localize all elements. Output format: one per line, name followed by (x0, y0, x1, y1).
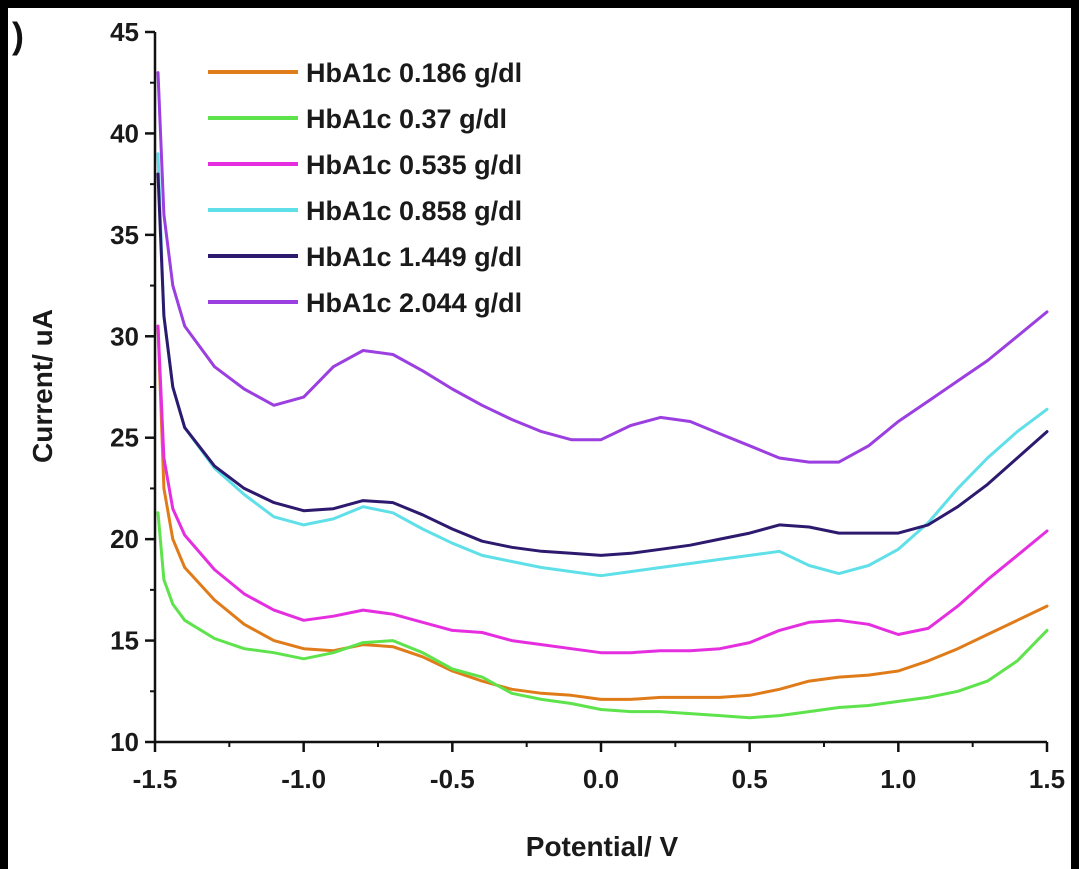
series-layer (156, 71, 1049, 720)
series-line (156, 152, 1049, 578)
y-tick-label: 25 (110, 423, 139, 453)
y-tick-label: 15 (110, 626, 139, 656)
y-tick-label: 45 (110, 17, 139, 47)
series-line (156, 511, 1049, 720)
y-tick-label: 20 (110, 524, 139, 554)
series-line (156, 324, 1049, 701)
legend-label: HbA1c 0.37 g/dl (306, 104, 507, 134)
y-tick-label: 30 (110, 321, 139, 351)
panel-label: ) (12, 15, 24, 56)
x-tick-label: 0.5 (732, 764, 768, 794)
legend-label: HbA1c 0.186 g/dl (306, 58, 522, 88)
series-line (156, 324, 1049, 655)
legend: HbA1c 0.186 g/dl HbA1c 0.37 g/dl HbA1c 0.5… (208, 58, 522, 318)
legend-label: HbA1c 1.449 g/dl (306, 242, 522, 272)
line-chart: ) -1.5 -1.0 -0.5 0.0 0.5 1.0 1.5 10 15 20 25 30 35 40… (12, 15, 1065, 862)
x-tick-label: -1.5 (133, 764, 178, 794)
x-tick-label: -0.5 (430, 764, 475, 794)
axes: -1.5 -1.0 -0.5 0.0 0.5 1.0 1.5 10 15 20 25 30 35 40 45 (110, 17, 1065, 794)
chart-panel: ) -1.5 -1.0 -0.5 0.0 0.5 1.0 1.5 10 15 20 25 30 35 40… (8, 8, 1071, 869)
y-tick-label: 35 (110, 220, 139, 250)
legend-label: HbA1c 2.044 g/dl (306, 288, 522, 318)
series-line (156, 172, 1049, 557)
x-tick-label: 0.0 (583, 764, 619, 794)
series-line (156, 71, 1049, 464)
y-tick-label: 10 (110, 727, 139, 757)
y-axis-label: Current/ uA (27, 309, 58, 463)
y-tick-label: 40 (110, 118, 139, 148)
x-tick-label: 1.0 (880, 764, 916, 794)
x-tick-label: -1.0 (281, 764, 326, 794)
legend-label: HbA1c 0.858 g/dl (306, 196, 522, 226)
x-axis-label: Potential/ V (526, 831, 679, 862)
x-tick-label: 1.5 (1029, 764, 1065, 794)
legend-label: HbA1c 0.535 g/dl (306, 150, 522, 180)
